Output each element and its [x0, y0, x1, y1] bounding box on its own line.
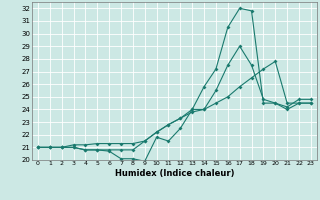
- X-axis label: Humidex (Indice chaleur): Humidex (Indice chaleur): [115, 169, 234, 178]
